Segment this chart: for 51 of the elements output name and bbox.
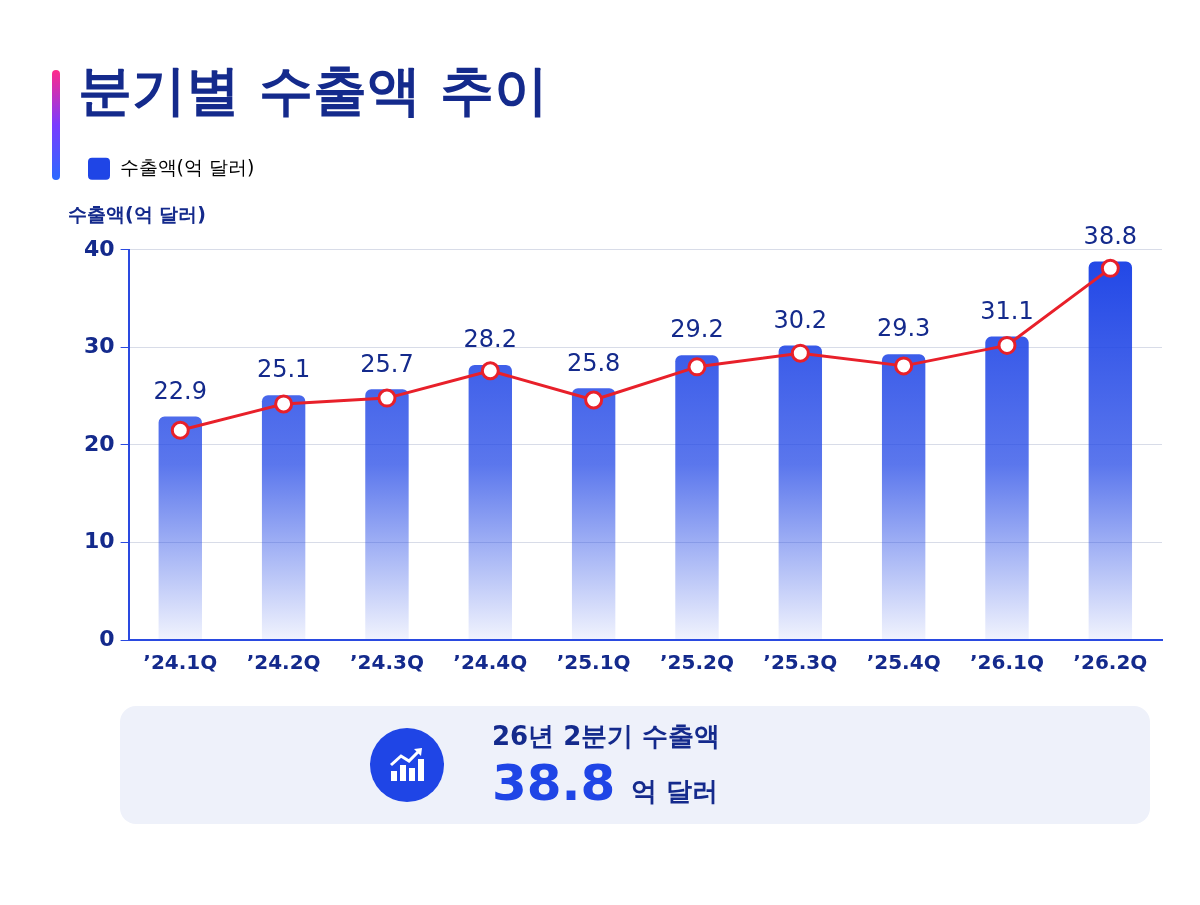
bar	[571, 388, 616, 640]
y-tick-label: 30	[83, 333, 115, 359]
point	[274, 394, 294, 414]
point	[997, 335, 1017, 355]
point	[480, 361, 500, 381]
point	[894, 356, 914, 376]
x-tick-label: ’24.4Q	[453, 650, 528, 675]
point	[687, 357, 707, 377]
data-label: 22.9	[153, 376, 207, 405]
data-label: 25.7	[360, 349, 414, 378]
point	[584, 390, 604, 410]
y-tick-label: 40	[83, 235, 115, 261]
x-tick-label: ’26.2Q	[1073, 650, 1148, 675]
bar	[881, 354, 926, 640]
x-tick-label: ’24.2Q	[246, 650, 321, 675]
y-tick-label: 20	[83, 430, 115, 456]
bar	[778, 345, 823, 640]
bar	[158, 416, 202, 640]
text: 38.8	[492, 753, 616, 812]
data-label: 25.1	[256, 355, 311, 384]
bar	[985, 336, 1029, 640]
data-label: 29.2	[670, 315, 724, 344]
data-label: 38.8	[1083, 221, 1138, 250]
data-label: 30.2	[773, 305, 828, 334]
y-tick-label: 0	[99, 625, 115, 651]
chart-title: 분기별 수출액 추이	[78, 59, 548, 123]
bar	[365, 389, 409, 640]
legend-label: 수출액(억 달러)	[119, 155, 255, 178]
bar	[261, 395, 306, 640]
bar	[1088, 261, 1133, 640]
x-tick-label: ’24.1Q	[143, 650, 218, 675]
text: 26년 2분기 수출액	[492, 719, 721, 753]
y-axis-title: 수출액(억 달러)	[68, 203, 206, 226]
data-label: 28.2	[463, 325, 518, 354]
x-tick-label: ’25.4Q	[866, 650, 941, 675]
data-label: 31.1	[980, 296, 1034, 325]
bar	[468, 364, 512, 640]
bar	[675, 355, 719, 640]
x-tick-label: ’25.3Q	[763, 650, 838, 675]
text: 억 달러	[631, 774, 719, 808]
data-label: 25.8	[566, 348, 621, 377]
x-tick-label: ’25.1Q	[556, 650, 631, 675]
point	[377, 388, 397, 408]
point	[790, 343, 810, 363]
x-tick-label: ’25.2Q	[660, 650, 734, 675]
data-label: 29.3	[876, 314, 931, 343]
x-tick-label: ’26.1Q	[970, 650, 1044, 675]
y-tick-label: 10	[83, 528, 115, 554]
point	[170, 420, 190, 440]
point	[1100, 258, 1120, 278]
x-tick-label: ’24.3Q	[349, 650, 424, 675]
